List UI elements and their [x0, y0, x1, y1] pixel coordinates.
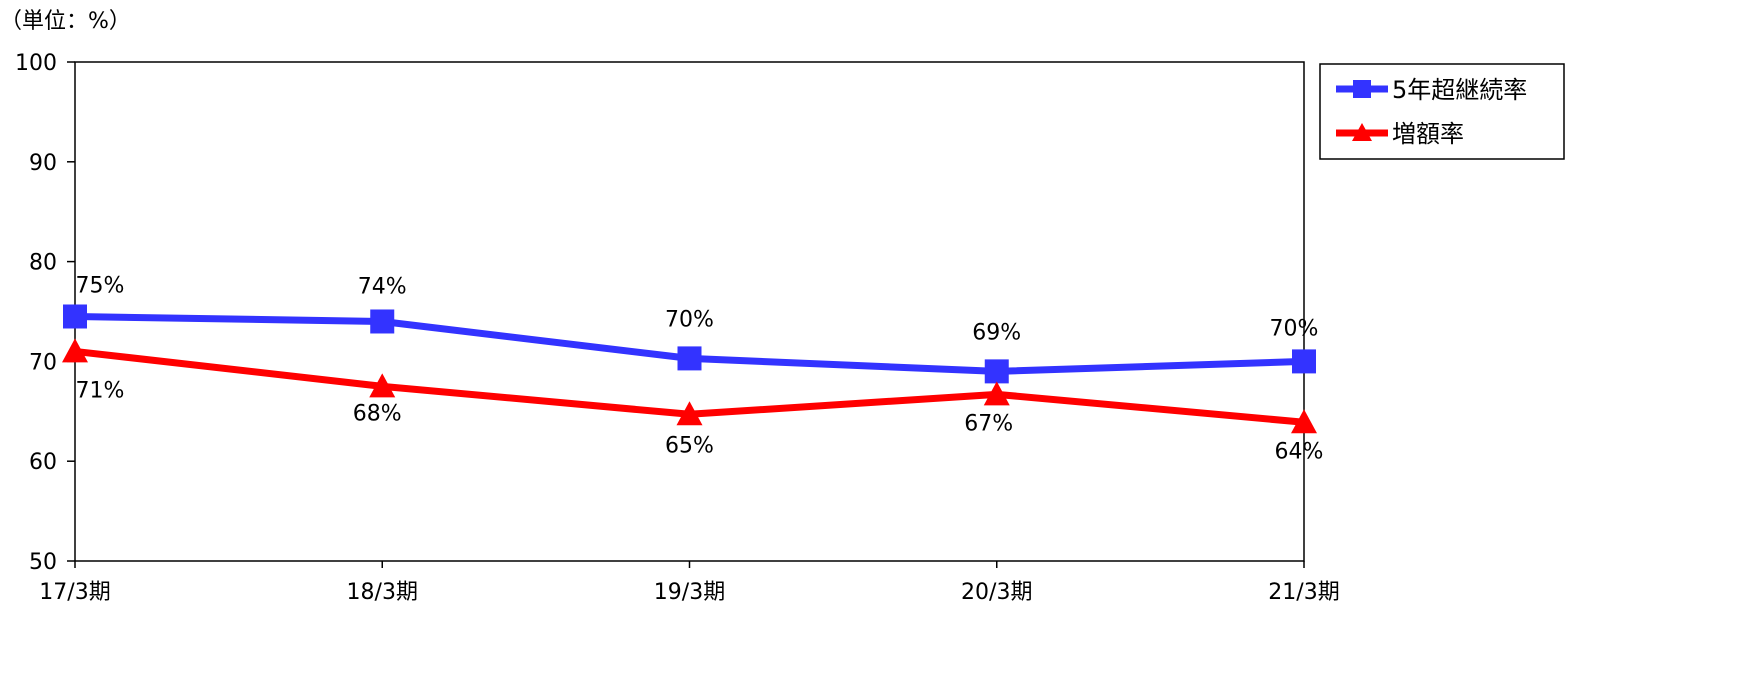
series-increase-rate-data-label: 64%	[1275, 439, 1324, 464]
series-5yr-continuation-point	[984, 359, 1009, 384]
y-tick-label: 80	[29, 251, 57, 276]
y-tick-label: 100	[15, 51, 57, 76]
series-5yr-continuation-data-label: 74%	[358, 274, 407, 299]
y-tick-label: 50	[29, 550, 57, 575]
y-tick-label: 70	[29, 350, 57, 375]
axes-layer: 50 60 70 80 90 100 17/3期 18/3期 19/3期 20/3期 21/3期	[15, 51, 1340, 605]
series-5yr-continuation-data-label: 70%	[665, 307, 714, 332]
unit-label: （単位：%）	[0, 9, 131, 34]
legend-item-5yr-continuation-marker	[1353, 80, 1371, 98]
series-increase-rate-data-label: 67%	[964, 411, 1013, 436]
series-5yr-continuation-point	[63, 304, 87, 329]
x-tick-label: 20/3期	[961, 580, 1032, 605]
series-increase-rate-point	[62, 338, 88, 363]
x-tick-label: 21/3期	[1268, 580, 1339, 605]
series-5yr-continuation-data-label: 75%	[76, 273, 125, 298]
legend-item-5yr-continuation-label: 5年超継続率	[1392, 76, 1527, 104]
legend-item-increase-rate-marker	[1352, 123, 1372, 141]
x-tick-label: 17/3期	[39, 580, 110, 605]
data-labels-layer: 75% 74% 70% 69% 70% 71% 68% 65% 67% 64%	[76, 273, 1324, 464]
series-increase-rate-data-label: 71%	[76, 378, 125, 403]
legend-box	[1319, 63, 1565, 160]
series-increase-rate-data-label: 68%	[353, 401, 402, 426]
series-5yr-continuation-point	[370, 309, 395, 334]
legend-item-increase-rate-label: 増額率	[1392, 120, 1464, 148]
series-5yr-continuation-point	[677, 346, 702, 371]
x-tick-label: 18/3期	[347, 580, 418, 605]
y-tick-label: 90	[29, 151, 57, 176]
series-layer	[62, 304, 1317, 434]
series-increase-rate-point	[676, 401, 703, 426]
x-tick-label: 19/3期	[654, 580, 725, 605]
series-increase-rate-point	[983, 381, 1010, 406]
y-tick-label: 60	[29, 450, 57, 475]
series-increase-rate-point	[1291, 409, 1317, 434]
series-5yr-continuation-point	[1292, 349, 1316, 374]
series-increase-rate-point	[369, 373, 396, 398]
series-increase-rate-data-label: 65%	[665, 433, 714, 458]
series-5yr-continuation-data-label: 69%	[972, 320, 1021, 345]
series-5yr-continuation-data-label: 70%	[1270, 316, 1319, 341]
